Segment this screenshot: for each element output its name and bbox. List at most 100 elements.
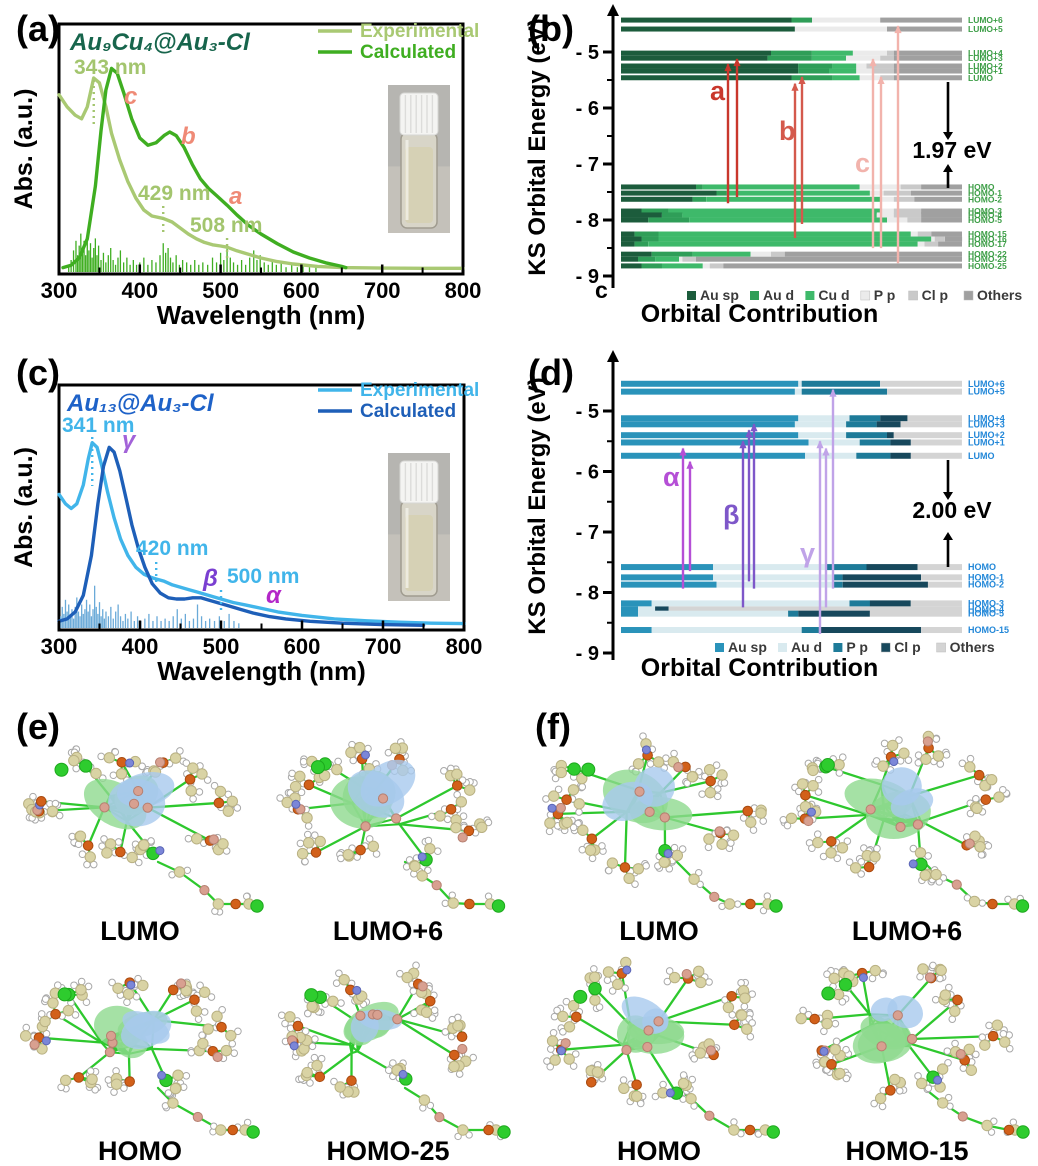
atom [281,796,293,809]
atom [663,849,673,859]
atom [277,1011,286,1020]
atom [999,1036,1011,1048]
orbital-bar-segment [880,17,962,23]
orbital-bar-segment [794,421,846,428]
atom [549,1054,561,1066]
atom [372,1009,383,1020]
orbital-bar-segment [621,415,799,422]
orbital-bar-segment [856,68,874,74]
atom [826,1059,837,1070]
orbital-bar-segment [638,606,656,613]
orbital-bar-segment [621,212,662,218]
atom [100,835,108,843]
y-axis-tick-label: - 6 [576,98,599,120]
y-axis-arrowhead [607,350,619,362]
orbital-name-label: LUMO+4 [968,413,1005,423]
atom [906,1033,918,1045]
atom [952,994,963,1006]
x-axis-tick-label: 300 [41,278,78,303]
molecules-f-svg: LUMO LUMO+6 HOMO HOMO-15 [542,730,1030,1166]
atom [208,834,219,845]
orbital-bar-segment [917,241,925,247]
atom [963,1043,975,1056]
atom [966,809,975,818]
atom [417,981,428,992]
orbital-bar-segment [893,55,962,61]
atom [959,1064,968,1072]
atom [965,1064,978,1076]
orbital-name-label: HOMO-3 [968,206,1002,216]
orbital-bar-segment [621,452,806,459]
bond [623,810,628,869]
orbital-bar-segment [921,217,962,223]
atom [606,857,619,869]
orbital-caption-homo: HOMO [617,1136,701,1166]
bond [919,820,968,847]
atom [416,870,428,882]
atom [563,1021,576,1033]
atom [806,807,816,817]
atom [712,761,721,769]
panel-d-label: (d) [528,352,574,393]
y-axis-title: KS Orbital Energy (eV) [524,18,551,275]
atom [173,866,186,878]
peak-wavelength-label: 508 nm [190,214,262,237]
atom [327,995,339,1007]
legend-color-swatch [936,642,946,653]
orbital-bar-segment [648,241,918,247]
orbital-bar-segment [934,236,945,242]
transition-arrowhead [877,76,885,85]
atom [218,1005,226,1014]
atom [418,1094,431,1106]
orbital-bar-segment [890,452,911,459]
atom [79,759,93,773]
atom [384,1066,393,1075]
atom [220,1044,233,1057]
orbital-bar-segment [880,208,894,214]
atom [302,837,315,849]
orbital-bar-segment [655,256,679,262]
atom [644,806,655,817]
atom [342,848,354,861]
atom [586,833,598,845]
x-axis-tick-label: 700 [364,278,401,303]
orbital-bar-segment [917,564,962,571]
spectrum-c-svg: 341 nm 420 nm 500 nm γ β α Au₁₃@Au₃-Cl Experime… [10,380,482,686]
bond [318,1051,353,1078]
atom [889,757,899,767]
atom [203,776,212,784]
bond [909,1042,966,1062]
orbital-bar-segment [726,190,870,196]
orbital-bar-segment [880,75,894,81]
atom [973,769,985,781]
orbital-bar-segment [621,439,809,446]
atom [303,830,312,839]
atom [863,861,875,873]
atom [939,989,952,1001]
orbital-caption-homo: HOMO [98,1136,182,1166]
atom [101,847,113,859]
atom [301,812,313,824]
atom [838,977,853,992]
orbital-isosurface-lobes [616,996,685,1056]
atom [213,797,225,809]
atom [167,1097,179,1109]
atom [126,851,138,864]
atom [585,1076,597,1088]
atom [29,1039,40,1050]
y-axis-tick-label: - 7 [576,522,599,544]
transition-arrowhead [679,447,687,456]
transition-group-label: α [663,462,680,492]
orbital-bar-segment [887,26,962,32]
legend-category-label: Au sp [728,639,767,655]
atom [430,1006,439,1015]
cluster-formula-title: Au₉Cu₄@Au₃-Cl [69,29,251,56]
atom [99,802,110,813]
panel-b-label: (b) [528,8,574,49]
atom [483,1124,494,1136]
atom [716,838,728,850]
legend-category-label: Au d [791,639,822,655]
atom [115,768,128,780]
atom [212,898,225,910]
orbital-bar-segment [866,63,894,69]
